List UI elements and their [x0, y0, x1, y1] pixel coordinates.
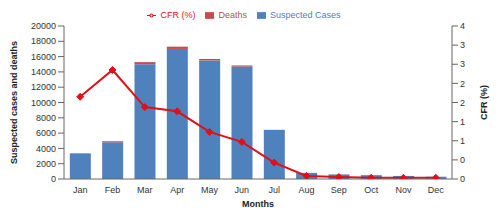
svg-text:Jul: Jul [268, 185, 280, 195]
svg-text:Nov: Nov [395, 185, 412, 195]
svg-text:Suspected cases and deaths: Suspected cases and deaths [9, 41, 19, 164]
svg-text:Jan: Jan [73, 185, 88, 195]
svg-text:Months: Months [242, 199, 274, 209]
svg-text:Feb: Feb [105, 185, 121, 195]
svg-text:4: 4 [460, 21, 465, 31]
svg-text:Oct: Oct [364, 185, 379, 195]
svg-text:16000: 16000 [31, 52, 56, 62]
svg-text:10000: 10000 [31, 98, 56, 108]
svg-text:12000: 12000 [31, 82, 56, 92]
svg-text:4000: 4000 [36, 144, 56, 154]
svg-text:Sep: Sep [331, 185, 347, 195]
svg-text:18000: 18000 [31, 36, 56, 46]
svg-text:14000: 14000 [31, 67, 56, 77]
svg-text:Dec: Dec [428, 185, 445, 195]
html-text:Deaths: Deaths [218, 10, 247, 20]
svg-text:8000: 8000 [36, 113, 56, 123]
svg-text:CFR (%): CFR (%) [479, 85, 489, 120]
html-text:Suspected Cases: Suspected Cases [270, 10, 341, 20]
svg-text:1: 1 [460, 117, 465, 127]
svg-text:2: 2 [460, 98, 465, 108]
svg-text:6000: 6000 [36, 128, 56, 138]
svg-text:2000: 2000 [36, 159, 56, 169]
svg-text:Aug: Aug [298, 185, 314, 195]
svg-text:Jun: Jun [235, 185, 250, 195]
svg-text:0: 0 [460, 155, 465, 165]
svg-text:3: 3 [460, 59, 465, 69]
svg-text:Mar: Mar [137, 185, 153, 195]
svg-text:0: 0 [51, 174, 56, 184]
svg-text:3: 3 [460, 40, 465, 50]
svg-text:0: 0 [460, 174, 465, 184]
svg-text:20000: 20000 [31, 21, 56, 31]
svg-text:1: 1 [460, 136, 465, 146]
svg-text:Apr: Apr [170, 185, 184, 195]
svg-text:2: 2 [460, 79, 465, 89]
html-text:CFR (%): CFR (%) [160, 10, 196, 20]
svg-text:May: May [201, 185, 219, 195]
